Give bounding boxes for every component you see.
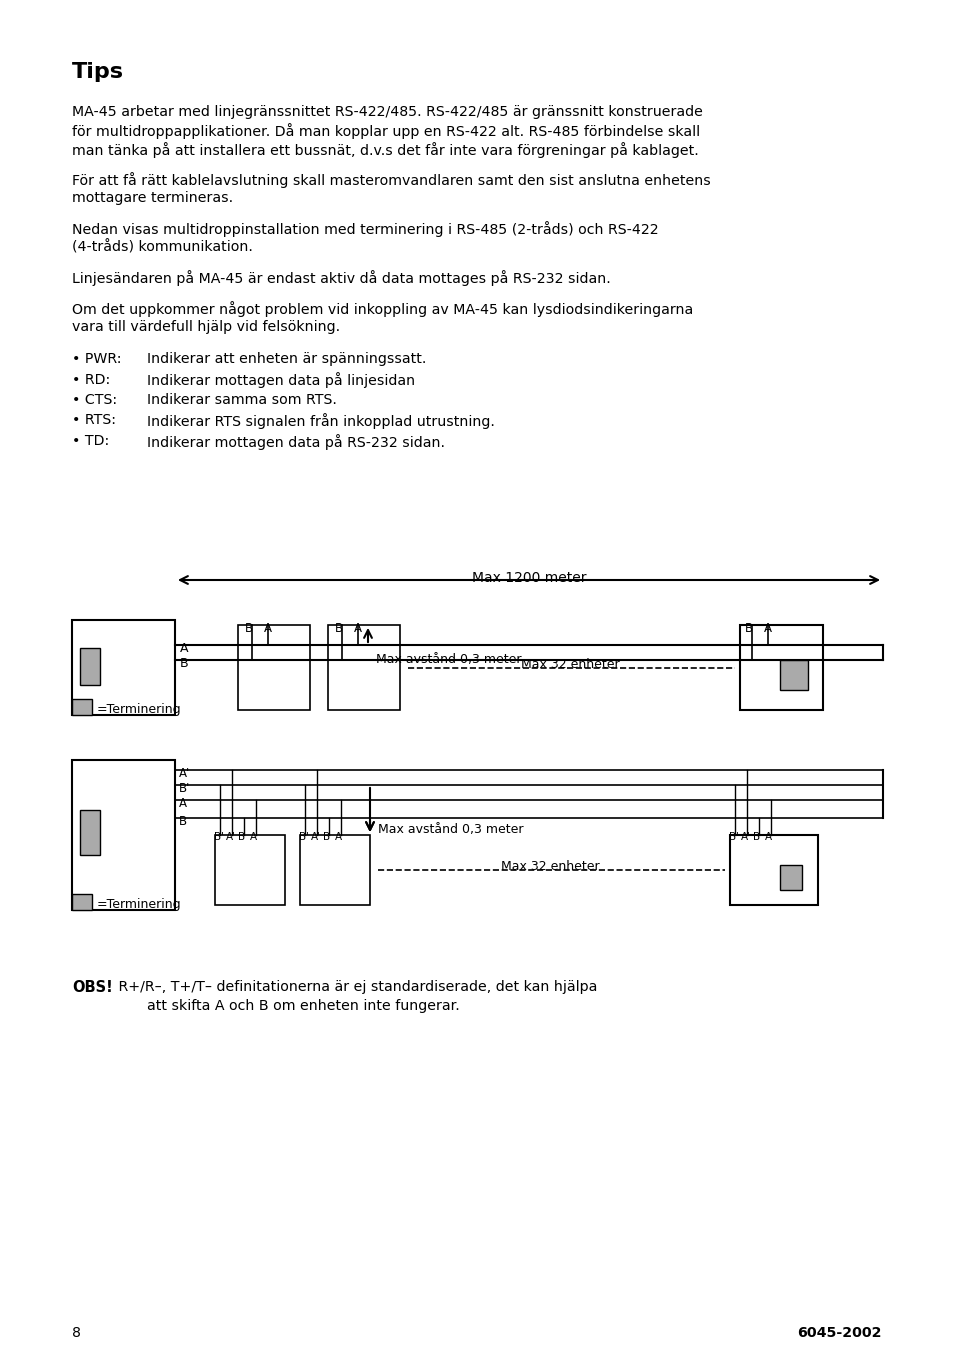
Text: B: B xyxy=(180,657,189,670)
Text: Indikerar att enheten är spänningssatt.: Indikerar att enheten är spänningssatt. xyxy=(147,352,426,366)
Text: B: B xyxy=(237,831,245,842)
Bar xyxy=(740,626,822,709)
Text: A: A xyxy=(264,621,272,635)
Bar xyxy=(80,810,100,854)
Text: A: A xyxy=(354,621,361,635)
Text: 8: 8 xyxy=(71,1326,81,1340)
Text: Max 32 enheter: Max 32 enheter xyxy=(520,658,618,672)
Text: Indikerar mottagen data på linjesidan: Indikerar mottagen data på linjesidan xyxy=(147,372,415,389)
Text: B: B xyxy=(323,831,330,842)
Text: • RD:: • RD: xyxy=(71,372,111,386)
Text: A': A' xyxy=(226,831,235,842)
Bar xyxy=(299,835,370,904)
Text: Tips: Tips xyxy=(71,62,124,83)
Text: B': B' xyxy=(298,831,309,842)
Text: B': B' xyxy=(728,831,739,842)
Text: B: B xyxy=(245,621,253,635)
Text: Max 1200 meter: Max 1200 meter xyxy=(471,571,586,585)
Bar xyxy=(71,620,174,715)
Text: (4-tråds) kommunikation.: (4-tråds) kommunikation. xyxy=(71,240,253,255)
Text: Om det uppkommer något problem vid inkoppling av MA-45 kan lysdiodsindikeringarn: Om det uppkommer något problem vid inkop… xyxy=(71,301,693,317)
Text: att skifta A och B om enheten inte fungerar.: att skifta A och B om enheten inte funge… xyxy=(147,999,459,1013)
Text: Indikerar mottagen data på RS-232 sidan.: Indikerar mottagen data på RS-232 sidan. xyxy=(147,435,444,450)
Text: A: A xyxy=(763,621,771,635)
Text: A: A xyxy=(180,642,189,655)
Text: A: A xyxy=(764,831,771,842)
Text: A': A' xyxy=(311,831,320,842)
Text: B: B xyxy=(744,621,752,635)
Bar xyxy=(214,835,285,904)
Text: =Terminering: =Terminering xyxy=(97,898,181,911)
Text: Max avstånd 0,3 meter: Max avstånd 0,3 meter xyxy=(375,653,521,666)
Text: R+/R–, T+/T– definitationerna är ej standardiserade, det kan hjälpa: R+/R–, T+/T– definitationerna är ej stan… xyxy=(113,980,597,994)
Text: B: B xyxy=(335,621,343,635)
Text: Max 32 enheter: Max 32 enheter xyxy=(500,860,598,873)
Bar xyxy=(729,835,817,904)
Text: Indikerar samma som RTS.: Indikerar samma som RTS. xyxy=(147,393,336,408)
Text: man tänka på att installera ett bussnät, d.v.s det får inte vara förgreningar på: man tänka på att installera ett bussnät,… xyxy=(71,142,698,158)
Bar xyxy=(80,649,100,685)
Text: B': B' xyxy=(179,783,191,795)
Text: =Terminering: =Terminering xyxy=(97,703,181,716)
Text: För att få rätt kablelavslutning skall masteromvandlaren samt den sist anslutna : För att få rätt kablelavslutning skall m… xyxy=(71,172,710,188)
Bar xyxy=(71,894,91,910)
Text: • TD:: • TD: xyxy=(71,435,110,448)
Text: A': A' xyxy=(740,831,750,842)
Text: Indikerar RTS signalen från inkopplad utrustning.: Indikerar RTS signalen från inkopplad ut… xyxy=(147,413,495,429)
Text: Nedan visas multidroppinstallation med terminering i RS-485 (2-tråds) och RS-422: Nedan visas multidroppinstallation med t… xyxy=(71,222,658,237)
Text: A: A xyxy=(179,798,187,810)
Text: Max avstånd 0,3 meter: Max avstånd 0,3 meter xyxy=(377,823,523,835)
Text: mottagare termineras.: mottagare termineras. xyxy=(71,191,233,204)
Bar xyxy=(237,626,310,709)
Text: B': B' xyxy=(213,831,224,842)
Text: A: A xyxy=(250,831,257,842)
Bar xyxy=(780,865,801,890)
Text: Linjesändaren på MA-45 är endast aktiv då data mottages på RS-232 sidan.: Linjesändaren på MA-45 är endast aktiv d… xyxy=(71,271,610,287)
Text: 6045-2002: 6045-2002 xyxy=(797,1326,882,1340)
Text: A': A' xyxy=(179,766,190,780)
Text: för multidroppapplikationer. Då man kopplar upp en RS-422 alt. RS-485 förbindels: för multidroppapplikationer. Då man kopp… xyxy=(71,123,700,139)
Bar xyxy=(780,659,807,691)
Text: • PWR:: • PWR: xyxy=(71,352,121,366)
Text: vara till värdefull hjälp vid felsökning.: vara till värdefull hjälp vid felsökning… xyxy=(71,320,340,333)
Text: OBS!: OBS! xyxy=(71,980,112,995)
Text: B: B xyxy=(752,831,760,842)
Text: • CTS:: • CTS: xyxy=(71,393,117,408)
Text: • RTS:: • RTS: xyxy=(71,413,116,428)
Bar xyxy=(328,626,399,709)
Bar xyxy=(71,699,91,715)
Text: MA-45 arbetar med linjegränssnittet RS-422/485. RS-422/485 är gränssnitt konstru: MA-45 arbetar med linjegränssnittet RS-4… xyxy=(71,106,702,119)
Bar xyxy=(71,760,174,910)
Text: A: A xyxy=(335,831,342,842)
Text: B: B xyxy=(179,815,187,829)
